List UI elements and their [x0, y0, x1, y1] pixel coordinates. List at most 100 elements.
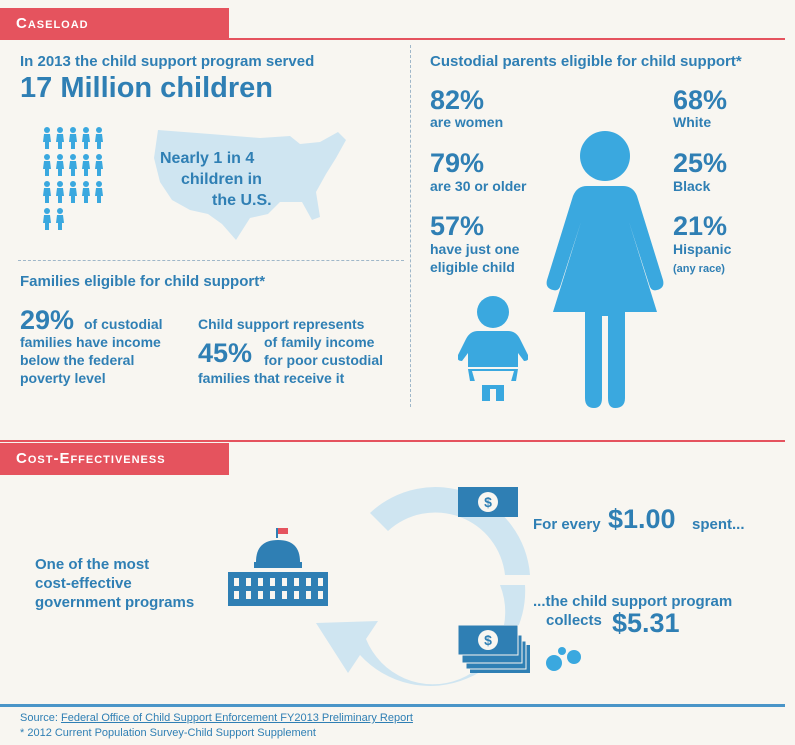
person-icon-body [43, 134, 51, 149]
capitol-window [246, 591, 251, 599]
footer-source: Source: Federal Office of Child Support … [20, 712, 413, 724]
capitol-window [294, 578, 299, 586]
families-stat2-text-d: families that receive it [198, 370, 345, 386]
capitol-building-icon [228, 528, 328, 606]
cost-tag-line [0, 440, 785, 442]
person-icon-head [83, 127, 89, 133]
families-heading: Families eligible for child support* [20, 273, 266, 290]
divider-vertical [410, 45, 411, 407]
person-icon-head [57, 208, 63, 214]
families-stat1-text-b: families have income [20, 334, 161, 350]
person-icon-body [95, 161, 103, 176]
custodial-heading: Custodial parents eligible for child sup… [430, 53, 742, 70]
families-stat1-text-a: of custodial [84, 316, 163, 332]
stat-68-label: White [673, 114, 712, 130]
stat-25-label: Black [673, 178, 711, 194]
person-icon-body [56, 134, 64, 149]
person-icon-head [44, 208, 50, 214]
person-icon-head [70, 127, 76, 133]
nearly-text-2: children in [181, 171, 262, 188]
person-icon-body [56, 161, 64, 176]
person-icon-body [82, 134, 90, 149]
person-icon-head [57, 181, 63, 187]
person-icon-body [69, 188, 77, 203]
cost-left-text-2: cost-effective [35, 575, 132, 592]
cost-left-text-3: government programs [35, 594, 195, 611]
woman-icon [546, 131, 664, 408]
person-icon-head [96, 181, 102, 187]
capitol-window [282, 578, 287, 586]
for-every-text: For every [533, 516, 601, 533]
person-icon-body [95, 188, 103, 203]
footer-note: * 2012 Current Population Survey-Child S… [20, 727, 316, 739]
person-icon-head [44, 154, 50, 160]
person-icon-head [57, 154, 63, 160]
capitol-window [306, 578, 311, 586]
person-icon-head [83, 181, 89, 187]
person-icon-body [56, 188, 64, 203]
person-icon-head [83, 154, 89, 160]
capitol-window [282, 591, 287, 599]
person-icon-body [95, 134, 103, 149]
collects-text-2: collects [546, 612, 602, 629]
person-icon-head [57, 127, 63, 133]
families-stat2-text-a: Child support represents [198, 316, 365, 332]
person-icon-body [82, 188, 90, 203]
capitol-window [234, 578, 239, 586]
stat-21-label: Hispanic [673, 241, 732, 257]
served-line: In 2013 the child support program served [20, 53, 315, 70]
person-icon-body [69, 161, 77, 176]
person-icon-body [69, 134, 77, 149]
stat-79-value: 79% [430, 148, 485, 178]
person-icon-head [70, 154, 76, 160]
cost-left-text-1: One of the most [35, 556, 150, 573]
families-stat1-value: 29% [20, 305, 75, 335]
capitol-window [270, 591, 275, 599]
collects-text-1: ...the child support program [533, 593, 733, 610]
stat-57-label: have just one [430, 241, 520, 257]
stat-21-label2: (any race) [673, 263, 725, 275]
nearly-text-1: Nearly 1 in 4 [160, 150, 255, 167]
families-stat2-value: 45% [198, 338, 253, 368]
money-stack-icon: $ [458, 625, 581, 673]
money-stack-sign: $ [484, 632, 492, 648]
us-map-icon [154, 130, 346, 240]
person-icon-body [56, 215, 64, 230]
dollar-one-value: $1.00 [608, 504, 676, 534]
person-icon-head [44, 181, 50, 187]
person-icon-head [96, 154, 102, 160]
cost-tag: Cost-Effectiveness [0, 443, 229, 475]
footer-divider [0, 704, 785, 707]
person-icon-body [43, 215, 51, 230]
stat-57-label2: eligible child [430, 259, 515, 275]
stat-79-label: are 30 or older [430, 178, 527, 194]
families-stat1-text-d: poverty level [20, 370, 106, 386]
capitol-window [258, 591, 263, 599]
stat-25-value: 25% [673, 148, 728, 178]
baby-icon [458, 296, 528, 401]
children-people-icons [43, 127, 103, 230]
capitol-window [306, 591, 311, 599]
stat-21-value: 21% [673, 211, 728, 241]
capitol-window [258, 578, 263, 586]
person-icon-head [96, 127, 102, 133]
capitol-window [318, 591, 323, 599]
stat-82-label: are women [430, 114, 504, 130]
person-icon-head [44, 127, 50, 133]
capitol-window [246, 578, 251, 586]
families-stat2-text-c: for poor custodial [264, 352, 383, 368]
person-icon-body [43, 161, 51, 176]
caseload-tag-line [213, 38, 785, 40]
families-stat1-text-c: below the federal [20, 352, 135, 368]
capitol-window [270, 578, 275, 586]
source-label: Source: [20, 712, 58, 724]
capitol-window [318, 578, 323, 586]
children-count: 17 Million children [20, 72, 273, 104]
stat-68-value: 68% [673, 85, 728, 115]
source-link[interactable]: Federal Office of Child Support Enforcem… [60, 712, 413, 724]
person-icon-head [70, 181, 76, 187]
person-icon-body [43, 188, 51, 203]
dollar-bill-icon: $ [458, 487, 518, 517]
capitol-window [294, 591, 299, 599]
spent-text: spent... [692, 516, 745, 533]
